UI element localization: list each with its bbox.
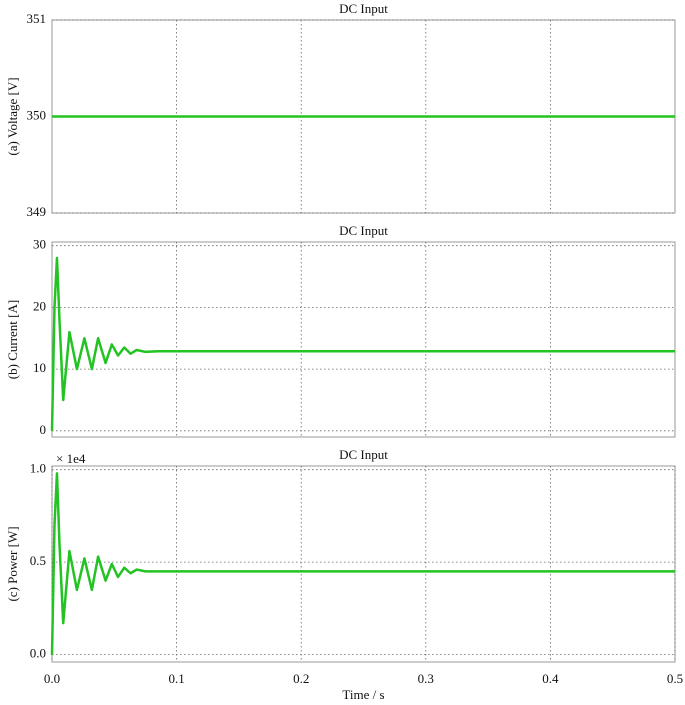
panel-title: DC Input [339, 1, 388, 16]
y-tick-label: 20 [33, 298, 46, 313]
plot-frame [51, 465, 676, 663]
x-tick-label: 0.0 [44, 671, 60, 686]
x-axis-label: Time / s [342, 687, 384, 702]
panel-title: DC Input [339, 223, 388, 238]
y-tick-label: 1.0 [30, 461, 46, 476]
data-line [50, 472, 675, 655]
axis-multiplier: × 1e4 [56, 451, 86, 466]
data-line [50, 256, 675, 431]
y-axis-label: (b) Current [A] [5, 300, 20, 379]
y-tick-label: 349 [27, 204, 47, 219]
y-tick-label: 30 [33, 237, 46, 252]
y-tick-label: 350 [27, 107, 47, 122]
panel-title: DC Input [339, 447, 388, 462]
x-tick-label: 0.4 [542, 671, 559, 686]
x-tick-label: 0.2 [293, 671, 309, 686]
y-tick-label: 10 [33, 360, 46, 375]
y-tick-label: 0 [40, 422, 47, 437]
y-axis-label: (c) Power [W] [5, 526, 20, 601]
y-tick-label: 351 [27, 11, 47, 26]
x-tick-label: 0.5 [667, 671, 683, 686]
y-axis-label: (a) Voltage [V] [5, 77, 20, 155]
x-tick-label: 0.3 [418, 671, 434, 686]
x-tick-label: 0.1 [168, 671, 184, 686]
plot-frame [51, 241, 676, 438]
y-tick-label: 0.0 [30, 646, 46, 661]
y-tick-label: 0.5 [30, 553, 46, 568]
